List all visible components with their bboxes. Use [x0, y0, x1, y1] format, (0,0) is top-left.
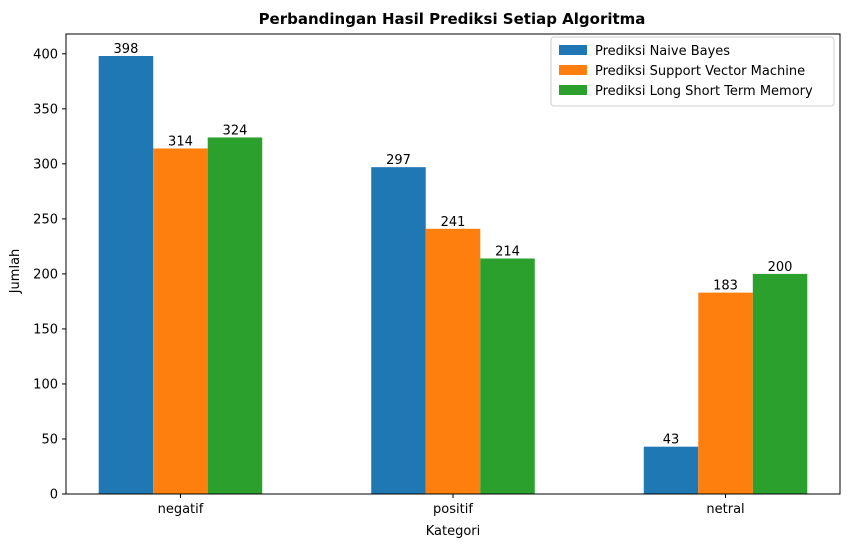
legend-swatch	[559, 45, 587, 55]
bar	[643, 446, 699, 494]
legend-entry: Prediksi Long Short Term Memory	[595, 84, 813, 99]
bar-value-label: 297	[386, 153, 411, 168]
x-tick-label: negatif	[158, 502, 204, 517]
bar-value-label: 214	[495, 244, 520, 259]
y-tick-label: 250	[33, 212, 58, 227]
y-tick-label: 400	[33, 47, 58, 62]
legend-swatch	[559, 65, 587, 75]
bar	[425, 228, 481, 495]
plot-frame	[65, 33, 841, 495]
bar-value-label: 324	[223, 123, 248, 138]
legend-entry: Prediksi Support Vector Machine	[595, 64, 805, 79]
y-tick-label: 150	[33, 322, 58, 337]
legend-box	[550, 36, 835, 107]
chart-title: Perbandingan Hasil Prediksi Setiap Algor…	[259, 10, 646, 28]
y-tick-label: 300	[33, 157, 58, 172]
bar	[480, 258, 535, 494]
bar-value-label: 183	[713, 279, 738, 294]
bar-value-label: 314	[168, 134, 193, 149]
y-axis-label: Jumlah	[8, 249, 23, 295]
bar-value-label: 43	[663, 433, 680, 448]
bar	[371, 167, 426, 494]
bar	[153, 148, 208, 494]
x-tick-label: positif	[433, 502, 473, 517]
y-tick-label: 0	[50, 488, 58, 503]
y-tick-label: 350	[33, 102, 58, 117]
bar	[207, 137, 263, 494]
y-tick-label: 50	[41, 432, 58, 447]
bar	[98, 56, 154, 494]
bar	[752, 273, 808, 494]
bar-value-label: 398	[114, 42, 139, 57]
bar	[698, 292, 753, 494]
y-tick-label: 200	[33, 267, 58, 282]
legend: Prediksi Naive Bayes Prediksi Support Vec…	[550, 36, 835, 107]
legend-entry: Prediksi Naive Bayes	[595, 44, 730, 59]
plot-area: 0 50 100 150 200 250 300 350 400 398 314 324 negatif…	[33, 42, 808, 517]
bar-value-label: 200	[768, 260, 793, 275]
bar-value-label: 241	[441, 215, 466, 230]
y-tick-label: 100	[33, 377, 58, 392]
x-tick-label: netral	[706, 502, 744, 517]
legend-swatch	[559, 85, 587, 95]
x-axis-label: Kategori	[426, 524, 481, 539]
